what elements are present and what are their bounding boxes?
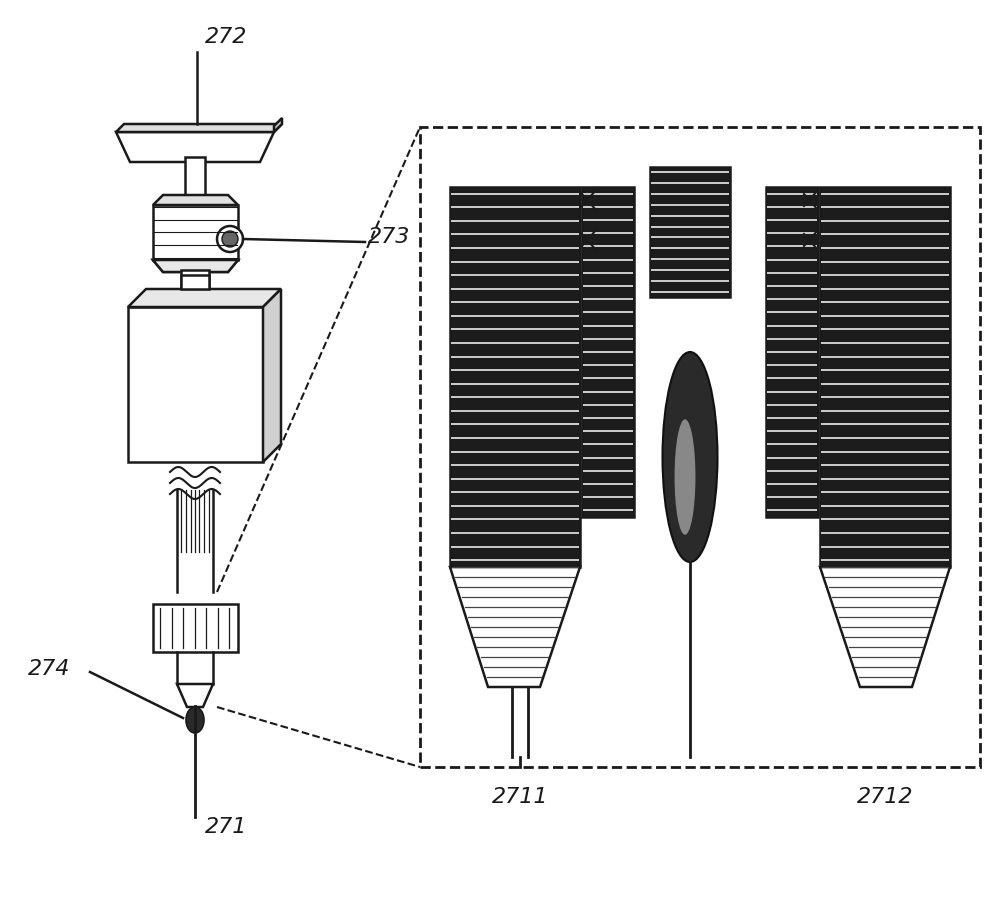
Polygon shape xyxy=(128,289,281,307)
Circle shape xyxy=(217,226,243,252)
Ellipse shape xyxy=(186,707,204,733)
Text: 271: 271 xyxy=(205,817,247,837)
Ellipse shape xyxy=(675,420,695,535)
Bar xyxy=(128,307,263,462)
Polygon shape xyxy=(153,205,238,260)
Bar xyxy=(181,270,209,292)
Text: 2712: 2712 xyxy=(857,787,913,807)
Text: 274: 274 xyxy=(28,659,70,679)
Bar xyxy=(153,604,238,652)
Polygon shape xyxy=(263,289,281,462)
Polygon shape xyxy=(116,132,274,162)
Polygon shape xyxy=(450,567,580,687)
Polygon shape xyxy=(450,187,580,567)
Polygon shape xyxy=(177,684,213,707)
Polygon shape xyxy=(650,167,730,297)
Polygon shape xyxy=(582,187,634,517)
Polygon shape xyxy=(820,187,950,567)
Bar xyxy=(181,275,209,289)
Ellipse shape xyxy=(662,352,718,562)
Polygon shape xyxy=(153,195,238,205)
Polygon shape xyxy=(274,118,282,132)
Polygon shape xyxy=(820,567,950,687)
Circle shape xyxy=(222,231,238,247)
Bar xyxy=(185,157,205,202)
Polygon shape xyxy=(766,187,818,517)
Polygon shape xyxy=(116,124,282,132)
Text: 273: 273 xyxy=(368,227,410,247)
Polygon shape xyxy=(153,260,238,272)
Bar xyxy=(420,127,980,767)
Polygon shape xyxy=(153,260,238,272)
Text: 272: 272 xyxy=(205,27,247,47)
Text: 2711: 2711 xyxy=(492,787,548,807)
